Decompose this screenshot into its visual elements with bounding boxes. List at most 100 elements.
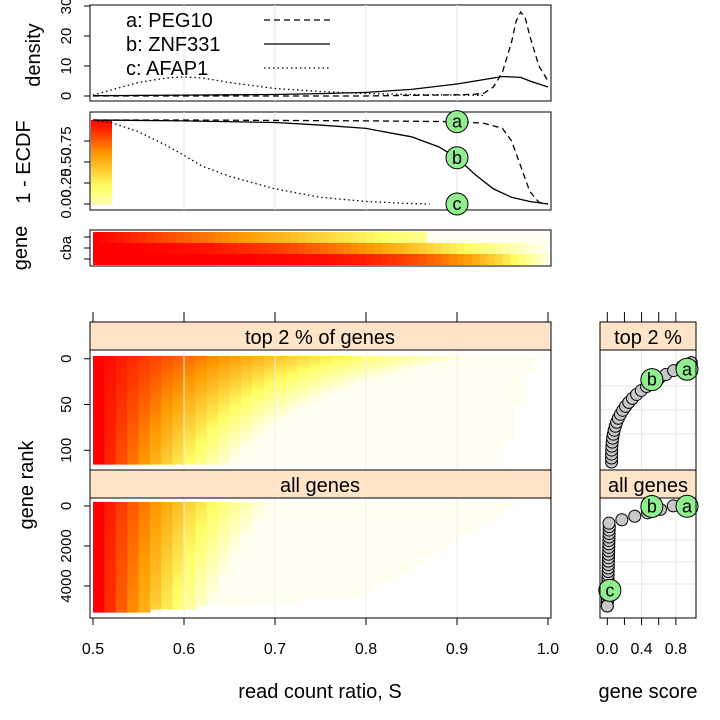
rank-heatmap-cell [491, 505, 504, 509]
rank-heatmap-cell [275, 431, 287, 435]
rank-heatmap-cell [354, 560, 367, 564]
rank-heatmap-cell [400, 455, 413, 459]
rank-heatmap-cell [422, 446, 435, 450]
rank-heatmap-cell [127, 368, 140, 372]
rank-heatmap-cell [434, 428, 447, 432]
rank-heatmap-cell [93, 581, 105, 586]
rank-heatmap-cell [445, 529, 458, 534]
rank-heatmap-cell [400, 407, 413, 411]
rank-heatmap-cell [104, 428, 117, 432]
rank-heatmap-cell [513, 365, 526, 369]
rank-heatmap-cell [331, 452, 344, 456]
rank-heatmap-cell [468, 422, 481, 426]
rank-heatmap-cell [343, 529, 356, 534]
rank-heatmap-cell [297, 386, 310, 390]
rank-heatmap-cell [445, 359, 458, 363]
rank-heatmap-cell [400, 535, 413, 540]
rank-heatmap-cell [297, 395, 310, 399]
ecdf-marker [445, 110, 469, 134]
rank-heatmap-cell [411, 404, 424, 408]
rank-heatmap-cell [309, 440, 322, 444]
rank-heatmap-cell [411, 532, 424, 537]
rank-heatmap-cell [286, 547, 299, 552]
rank-heatmap-cell [252, 425, 265, 429]
rank-heatmap-cell [491, 431, 504, 435]
rank-heatmap-cell [184, 502, 196, 506]
rank-heatmap-cell [240, 365, 253, 369]
rank-heatmap-cell [240, 502, 253, 506]
gene-heatmap-cell [464, 232, 473, 243]
ecdf-colorbar-cell [91, 124, 112, 127]
rank-heatmap-cell [275, 458, 287, 462]
rank-heatmap-cell [513, 398, 526, 402]
rank-heatmap-cell [491, 452, 504, 456]
gene-heatmap-cell [517, 254, 526, 265]
rank-heatmap-cell [286, 410, 299, 414]
rank-heatmap-cell [104, 526, 117, 531]
gene-heatmap-cell [259, 232, 269, 243]
rank-heatmap-cell [252, 356, 265, 360]
rank-heatmap-cell [104, 416, 117, 420]
rank-heatmap-cell [457, 383, 469, 387]
rank-heatmap-cell [229, 535, 242, 540]
rank-heatmap-cell [320, 569, 333, 573]
rank-heatmap-cell [286, 563, 299, 567]
rank-heatmap-cell [138, 532, 151, 537]
rank-heatmap-cell [275, 365, 287, 369]
rank-heatmap-cell [479, 359, 492, 363]
rank-heatmap-cell [502, 380, 515, 384]
rank-heatmap-cell [502, 425, 515, 429]
rank-heatmap-cell [275, 563, 287, 567]
rank-heatmap-cell [320, 541, 333, 546]
rank-heatmap-cell [343, 452, 356, 456]
rank-heatmap-cell [229, 389, 242, 393]
rank-heatmap-cell [388, 422, 401, 426]
rank-heatmap-cell [457, 413, 469, 417]
rank-heatmap-cell [127, 422, 140, 426]
rank-heatmap-cell [388, 431, 401, 435]
ecdf-colorbar-cell [91, 132, 112, 136]
rank-heatmap-cell [388, 547, 401, 552]
rank-heatmap-cell [240, 395, 253, 399]
gene-heatmap-cell [532, 232, 542, 243]
rank-heatmap-cell [479, 511, 492, 515]
rank-heatmap-cell [275, 449, 287, 453]
rank-heatmap-cell [195, 569, 208, 573]
gene-heatmap-cell [381, 243, 390, 254]
rank-heatmap-cell [206, 395, 219, 399]
rank-heatmap-cell [366, 425, 378, 429]
rank-heatmap-cell [263, 553, 276, 558]
rank-heatmap-cell [354, 395, 367, 399]
rank-heatmap-cell [354, 443, 367, 447]
rank-heatmap-cell [434, 434, 447, 438]
rank-heatmap-cell [286, 419, 299, 423]
rank-heatmap-cell [331, 431, 344, 435]
rank-heatmap-cell [331, 395, 344, 399]
rank-heatmap-cell [366, 572, 378, 576]
rank-heatmap-cell [172, 371, 185, 375]
gene-heatmap-cell [403, 232, 413, 243]
rank-heatmap-cell [286, 535, 299, 540]
rank-heatmap-cell [115, 383, 128, 387]
rank-heatmap-cell [366, 449, 378, 453]
rank-heatmap-cell [388, 535, 401, 540]
rank-heatmap-cell [491, 371, 504, 375]
rank-heatmap-cell [104, 547, 117, 552]
rank-heatmap-cell [184, 428, 196, 432]
rank-heatmap-cell [457, 437, 469, 441]
rank-heatmap-cell [297, 383, 310, 387]
rank-heatmap-panel: top 2 % of genes all genes 0.5 0.6 0.7 0.8 0… [16, 312, 559, 703]
rank-heatmap-cell [149, 401, 162, 405]
rank-heatmap-cell [286, 517, 299, 521]
rank-heatmap-cell [434, 383, 447, 387]
rank-heatmap-cell [218, 422, 231, 426]
rank-heatmap-cell [388, 526, 401, 531]
rank-heatmap-cell [104, 374, 117, 378]
rank-heatmap-cell [252, 541, 265, 546]
rank-heatmap-cell [343, 526, 356, 531]
rank-heatmap-cell [149, 413, 162, 417]
rank-heatmap-cell [297, 520, 310, 524]
rank-heatmap-cell [229, 452, 242, 456]
rank-heatmap-cell [115, 596, 128, 601]
rank-heatmap-cell [263, 413, 276, 417]
